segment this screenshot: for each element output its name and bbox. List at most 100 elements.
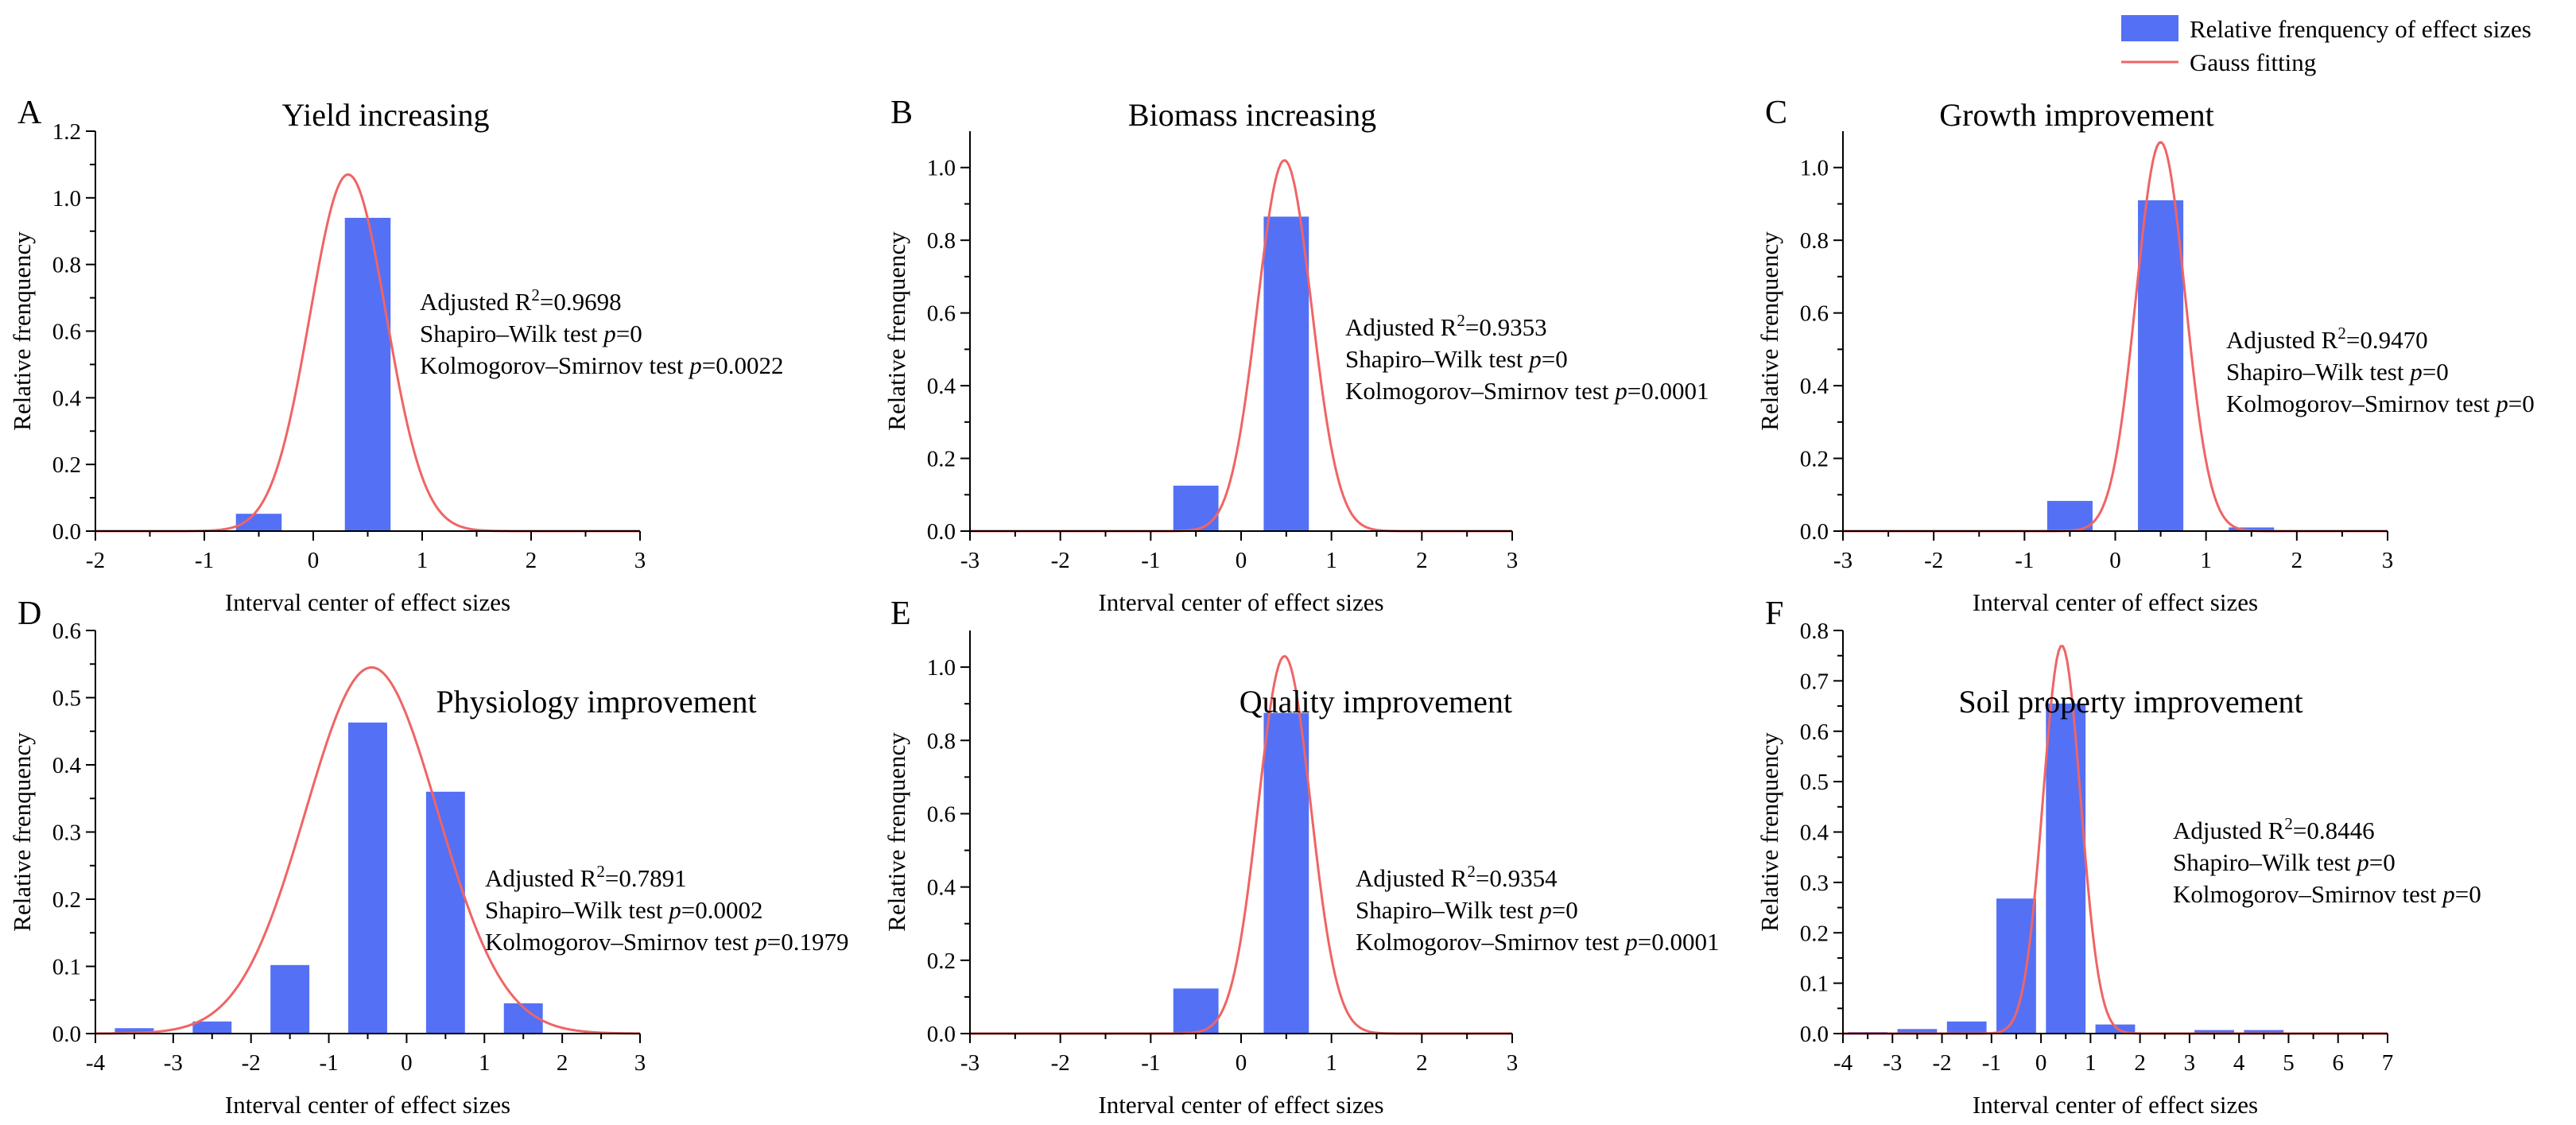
y-tick-label-d-1: 0.1 <box>52 955 81 980</box>
y-tick-label-a-4: 0.8 <box>52 253 81 278</box>
stat-ks-value-d: =0.1979 <box>767 928 849 956</box>
stat-r2-sup-a: 2 <box>531 285 540 305</box>
stat-r2-b: Adjusted R2=0.9353 <box>1345 311 1547 341</box>
stat-r2-value-b: =0.9353 <box>1465 313 1547 341</box>
stat-ks-p-f: p <box>2441 880 2455 908</box>
y-tick-label-f-5: 0.5 <box>1800 770 1829 795</box>
x-tick-label-f-0: -4 <box>1833 1050 1853 1076</box>
x-tick-label-f-10: 6 <box>2332 1050 2344 1076</box>
y-tick-label-e-2: 0.4 <box>927 875 956 901</box>
bar-d-0 <box>114 1028 154 1034</box>
stat-sw-prefix-e: Shapiro–Wilk test <box>1356 896 1539 924</box>
legend-line-label: Gauss fitting <box>2190 48 2316 76</box>
x-tick-label-e-1: -2 <box>1051 1050 1070 1076</box>
x-tick-label-c-4: 1 <box>2200 548 2212 573</box>
y-tick-label-c-5: 1.0 <box>1800 156 1829 181</box>
bar-f-7 <box>2194 1030 2234 1034</box>
stat-sw-a: Shapiro–Wilk test p=0 <box>420 320 642 347</box>
x-tick-label-b-4: 1 <box>1325 548 1337 573</box>
panels: -2 -1 0 1 2 3 0.0 0.2 0.4 0.6 0.8 1.0 1.2 Interval ce… <box>8 95 2535 1119</box>
stat-r2-a: Adjusted R2=0.9698 <box>420 285 622 316</box>
x-tick-label-f-3: -1 <box>1982 1050 2001 1076</box>
bar-f-1 <box>1897 1029 1938 1034</box>
y-tick-label-e-0: 0.0 <box>927 1022 956 1047</box>
stat-ks-value-b: =0.0001 <box>1627 377 1709 405</box>
bar-f-2 <box>1946 1021 1987 1034</box>
x-tick-label-a-5: 3 <box>634 548 646 573</box>
panel-letter-e: E <box>890 595 911 632</box>
stat-ks-p-b: p <box>1613 377 1627 405</box>
x-tick-label-a-3: 1 <box>417 548 429 573</box>
y-axis-label-e: Relative frenquency <box>883 732 910 932</box>
stat-sw-prefix-b: Shapiro–Wilk test <box>1345 345 1529 373</box>
stats-a: Adjusted R2=0.9698 Shapiro–Wilk test p=0 K… <box>420 285 784 379</box>
panel-letter-a: A <box>17 95 42 131</box>
stat-sw-value-c: =0 <box>2423 358 2449 386</box>
panel-title-b: Biomass increasing <box>1128 97 1376 133</box>
y-tick-label-f-8: 0.8 <box>1800 619 1829 644</box>
y-tick-label-d-0: 0.0 <box>52 1022 81 1047</box>
stat-ks-value-e: =0.0001 <box>1638 928 1720 956</box>
stat-r2-value-a: =0.9698 <box>540 288 622 316</box>
x-tick-label-c-1: -2 <box>1924 548 1943 573</box>
x-tick-label-d-7: 3 <box>634 1050 646 1076</box>
y-tick-label-a-1: 0.2 <box>52 452 81 478</box>
y-tick-label-a-6: 1.2 <box>52 119 81 145</box>
stat-ks-a: Kolmogorov–Smirnov test p=0.0022 <box>420 351 784 379</box>
stat-r2-prefix-b: Adjusted R <box>1345 313 1457 341</box>
panel-f: -4 -3 -2 -1 0 1 2 3 4 5 6 7 0.0 0.1 0.2 0.3 0.4 0.5 0.6 0.7… <box>1755 595 2481 1119</box>
stat-r2-sup-b: 2 <box>1457 311 1465 330</box>
gauss-curve-d <box>95 665 641 1035</box>
y-tick-label-b-0: 0.0 <box>927 519 956 545</box>
stat-ks-e: Kolmogorov–Smirnov test p=0.0001 <box>1356 928 1720 956</box>
bar-d-1 <box>192 1021 232 1034</box>
stat-r2-prefix-c: Adjusted R <box>2226 326 2338 354</box>
y-axis-label-f: Relative frenquency <box>1755 732 1783 932</box>
x-axis-label-c: Interval center of effect sizes <box>1973 588 2258 616</box>
stat-sw-prefix-c: Shapiro–Wilk test <box>2226 358 2410 386</box>
x-tick-label-f-7: 3 <box>2184 1050 2196 1076</box>
panel-c: -3 -2 -1 0 1 2 3 0.0 0.2 0.4 0.6 0.8 1.0 Interval cen… <box>1755 95 2535 616</box>
x-tick-label-b-0: -3 <box>960 548 980 573</box>
y-tick-label-b-2: 0.4 <box>927 374 956 399</box>
x-tick-label-c-5: 2 <box>2291 548 2303 573</box>
y-tick-label-a-0: 0.0 <box>52 519 81 545</box>
stat-ks-p-c: p <box>2494 390 2508 417</box>
stat-r2-sup-c: 2 <box>2337 324 2346 343</box>
stat-sw-d: Shapiro–Wilk test p=0.0002 <box>485 896 762 924</box>
stat-r2-prefix-d: Adjusted R <box>485 864 597 892</box>
bar-d-3 <box>348 722 387 1034</box>
stat-ks-b: Kolmogorov–Smirnov test p=0.0001 <box>1345 377 1709 405</box>
stat-sw-value-e: =0 <box>1552 896 1578 924</box>
x-tick-label-d-4: 0 <box>401 1050 413 1076</box>
stat-r2-sup-d: 2 <box>596 862 605 881</box>
stat-sw-p-d: p <box>667 896 681 924</box>
y-tick-label-e-3: 0.6 <box>927 801 956 827</box>
panel-title-e: Quality improvement <box>1240 684 1512 720</box>
y-tick-label-e-4: 0.8 <box>927 728 956 754</box>
panel-e: -3 -2 -1 0 1 2 3 0.0 0.2 0.4 0.6 0.8 1.0 Interval cen… <box>883 595 1720 1119</box>
panel-title-d: Physiology improvement <box>436 684 756 720</box>
x-axis-label-e: Interval center of effect sizes <box>1098 1091 1383 1119</box>
bar-b-0 <box>1173 485 1219 531</box>
stat-ks-value-c: =0 <box>2508 390 2535 417</box>
stat-sw-value-f: =0 <box>2369 848 2396 876</box>
x-tick-label-b-5: 2 <box>1416 548 1428 573</box>
legend-bar-swatch <box>2121 15 2178 41</box>
y-tick-label-f-4: 0.4 <box>1800 820 1829 846</box>
stat-sw-p-b: p <box>1527 345 1542 373</box>
panel-title-f: Soil property improvement <box>1958 684 2302 720</box>
y-axis-label-a: Relative frenquency <box>8 231 36 431</box>
panel-b: -3 -2 -1 0 1 2 3 0.0 0.2 0.4 0.6 0.8 1.0 Interval cen… <box>883 95 1709 616</box>
x-tick-label-e-4: 1 <box>1325 1050 1337 1076</box>
y-tick-label-f-0: 0.0 <box>1800 1022 1829 1047</box>
stat-ks-value-a: =0.0022 <box>702 351 784 379</box>
x-tick-label-e-5: 2 <box>1416 1050 1428 1076</box>
panel-title-c: Growth improvement <box>1939 97 2214 133</box>
x-axis-label-a: Interval center of effect sizes <box>225 588 510 616</box>
x-tick-label-a-1: -1 <box>195 548 214 573</box>
stat-sw-p-f: p <box>2355 848 2369 876</box>
stat-ks-p-e: p <box>1624 928 1638 956</box>
